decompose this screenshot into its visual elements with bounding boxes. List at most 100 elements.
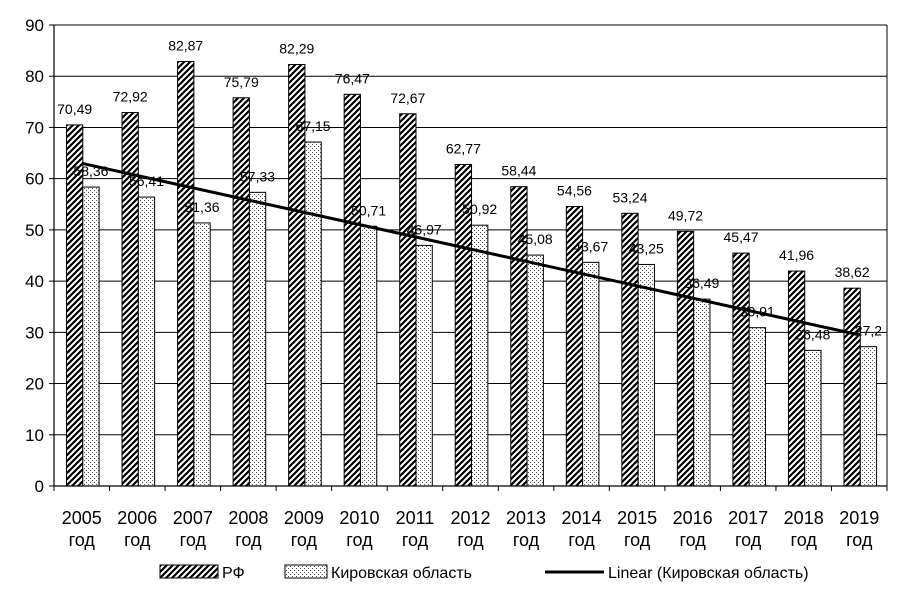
bar-kirov-2006 bbox=[137, 196, 156, 487]
data-label-rf-2017: 45,47 bbox=[724, 229, 759, 245]
x-tick-sublabel-2009: год bbox=[291, 530, 318, 550]
bar-rf-2006 bbox=[121, 111, 139, 487]
bar-kirov-2016 bbox=[693, 298, 711, 487]
legend-swatch-kirov bbox=[284, 564, 328, 579]
y-tick-label-60: 60 bbox=[25, 170, 44, 189]
bar-kirov-2018 bbox=[804, 349, 822, 487]
bar-kirov-2014 bbox=[582, 261, 600, 487]
data-label-rf-2008: 75,79 bbox=[224, 74, 259, 90]
x-tick-sublabel-2005: год bbox=[69, 530, 96, 550]
data-label-kirov-2008: 57,33 bbox=[240, 168, 275, 184]
bar-rf-2010 bbox=[343, 93, 361, 487]
data-label-kirov-2017: 30,91 bbox=[740, 304, 775, 320]
x-tick-sublabel-2008: год bbox=[235, 530, 262, 550]
x-tick-sublabel-2016: год bbox=[679, 530, 706, 550]
bar-rf-2019 bbox=[843, 287, 861, 487]
x-tick-sublabel-2018: год bbox=[791, 530, 818, 550]
data-label-kirov-2018: 26,48 bbox=[795, 326, 830, 342]
data-label-rf-2010: 76,47 bbox=[335, 70, 370, 86]
x-tick-label-2014: 2014 bbox=[562, 508, 602, 528]
data-labels: 70,49 72,92 82,87 75,79 82,29 76,47 72,67 62,77… bbox=[57, 38, 882, 343]
x-tick-label-2018: 2018 bbox=[784, 508, 824, 528]
bar-rf-2007 bbox=[177, 61, 195, 487]
x-tick-label-2006: 2006 bbox=[117, 508, 157, 528]
data-label-rf-2019: 38,62 bbox=[835, 264, 870, 280]
x-tick-sublabel-2010: год bbox=[346, 530, 373, 550]
y-tick-label-90: 90 bbox=[25, 16, 44, 35]
bar-kirov-2009 bbox=[304, 141, 322, 487]
x-tick-label-2008: 2008 bbox=[228, 508, 268, 528]
bar-kirov-2008 bbox=[248, 191, 267, 487]
bar-kirov-2017 bbox=[748, 327, 767, 487]
legend-label-trend: Linear (Кировская область) bbox=[608, 565, 809, 582]
x-tick-label-2016: 2016 bbox=[673, 508, 713, 528]
data-label-kirov-2019: 27,2 bbox=[855, 323, 882, 339]
x-tick-label-2011: 2011 bbox=[396, 508, 435, 528]
data-label-kirov-2016: 36,49 bbox=[684, 275, 719, 291]
trendline-kirov bbox=[81, 161, 860, 337]
data-label-rf-2018: 41,96 bbox=[779, 247, 814, 263]
axes: 01020304050607080902005год2006год2007год… bbox=[25, 16, 888, 550]
trendline-layer bbox=[81, 161, 860, 337]
y-tick-label-0: 0 bbox=[35, 477, 44, 496]
x-tick-label-2007: 2007 bbox=[173, 508, 213, 528]
legend-label-kirov: Кировская область bbox=[331, 565, 472, 582]
bar-kirov-2010 bbox=[359, 225, 378, 487]
data-label-kirov-2014: 43,67 bbox=[573, 238, 608, 254]
bar-kirov-2005 bbox=[82, 186, 100, 487]
x-tick-label-2012: 2012 bbox=[450, 508, 490, 528]
bar-kirov-2007 bbox=[193, 222, 211, 487]
data-label-rf-2014: 54,56 bbox=[557, 183, 592, 199]
bar-kirov-2019 bbox=[859, 346, 878, 487]
data-label-kirov-2012: 50,92 bbox=[462, 201, 497, 217]
bar-rf-2005 bbox=[66, 124, 84, 487]
x-tick-sublabel-2012: год bbox=[457, 530, 484, 550]
data-label-rf-2005: 70,49 bbox=[57, 101, 92, 117]
data-label-kirov-2015: 43,25 bbox=[629, 240, 664, 256]
bar-kirov-2011 bbox=[415, 244, 433, 487]
x-tick-sublabel-2015: год bbox=[624, 530, 651, 550]
x-tick-label-2009: 2009 bbox=[284, 508, 324, 528]
bar-kirov-2012 bbox=[471, 224, 489, 487]
x-tick-sublabel-2006: год bbox=[124, 530, 151, 550]
data-label-rf-2015: 53,24 bbox=[612, 189, 647, 205]
x-tick-label-2010: 2010 bbox=[339, 508, 379, 528]
x-tick-label-2019: 2019 bbox=[839, 508, 879, 528]
data-label-kirov-2009: 67,15 bbox=[296, 118, 331, 134]
x-tick-label-2013: 2013 bbox=[506, 508, 546, 528]
data-label-rf-2009: 82,29 bbox=[279, 40, 314, 56]
data-label-rf-2013: 58,44 bbox=[501, 163, 536, 179]
x-tick-sublabel-2011: год bbox=[402, 530, 429, 550]
bar-rf-2011 bbox=[399, 113, 417, 487]
data-label-kirov-2005: 58,36 bbox=[73, 163, 108, 179]
x-tick-sublabel-2019: год bbox=[846, 530, 873, 550]
bars bbox=[66, 61, 878, 487]
data-label-kirov-2011: 46,97 bbox=[407, 221, 442, 237]
y-tick-label-50: 50 bbox=[25, 221, 44, 240]
x-tick-label-2005: 2005 bbox=[62, 508, 102, 528]
x-tick-sublabel-2017: год bbox=[735, 530, 762, 550]
x-tick-sublabel-2013: год bbox=[513, 530, 540, 550]
bar-kirov-2015 bbox=[637, 263, 655, 487]
y-tick-label-40: 40 bbox=[25, 272, 44, 291]
data-label-kirov-2007: 51,36 bbox=[184, 199, 219, 215]
x-tick-sublabel-2007: год bbox=[180, 530, 207, 550]
y-tick-label-30: 30 bbox=[25, 323, 44, 342]
y-tick-label-80: 80 bbox=[25, 67, 44, 86]
bar-rf-2016 bbox=[676, 230, 695, 487]
x-tick-sublabel-2014: год bbox=[568, 530, 595, 550]
bar-kirov-2013 bbox=[526, 254, 544, 487]
bar-rf-2008 bbox=[232, 97, 250, 487]
data-label-rf-2016: 49,72 bbox=[668, 207, 703, 223]
x-tick-label-2015: 2015 bbox=[617, 508, 657, 528]
x-tick-label-2017: 2017 bbox=[728, 508, 768, 528]
data-label-rf-2012: 62,77 bbox=[446, 140, 481, 156]
legend: РФ Кировская область Linear (Кировская обл… bbox=[159, 564, 809, 582]
data-label-rf-2011: 72,67 bbox=[390, 90, 425, 106]
legend-label-rf: РФ bbox=[222, 565, 245, 582]
y-tick-label-10: 10 bbox=[25, 426, 44, 445]
y-tick-label-20: 20 bbox=[25, 375, 44, 394]
data-label-kirov-2013: 45,08 bbox=[518, 231, 553, 247]
